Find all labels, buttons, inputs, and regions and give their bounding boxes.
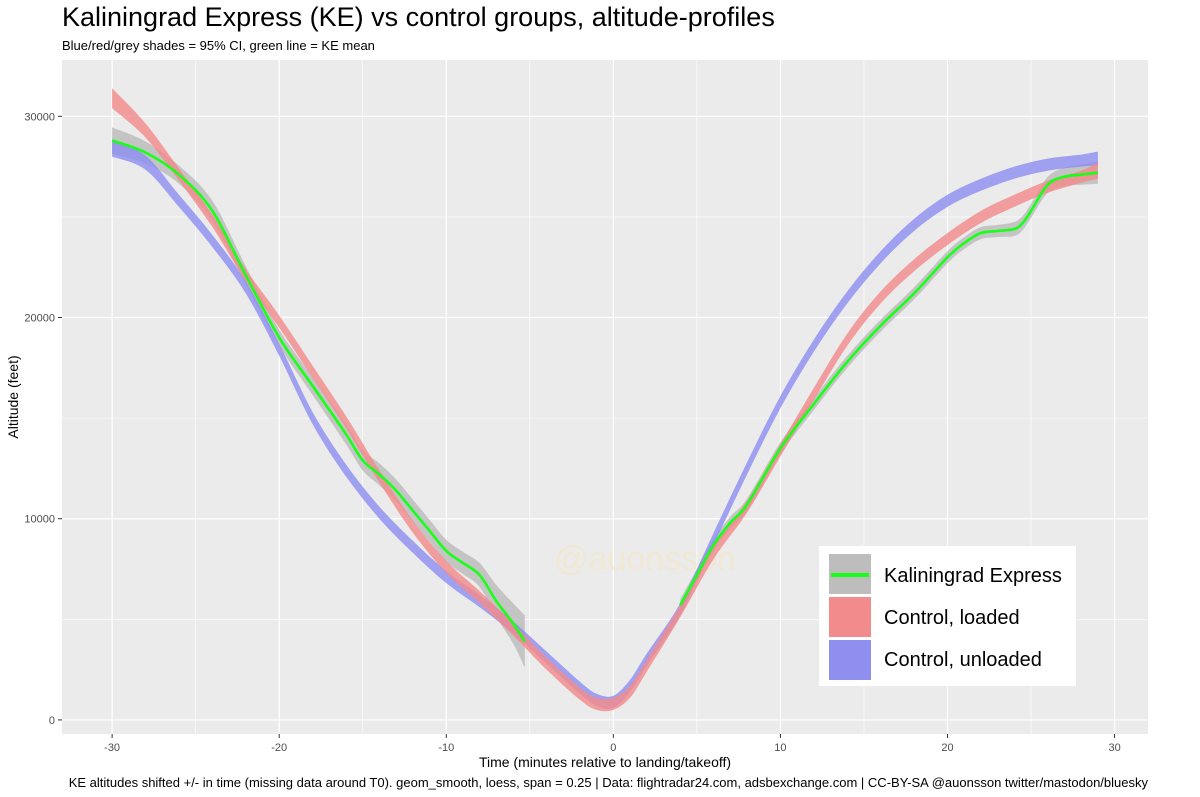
y-axis-label: Altitude (feet)	[5, 355, 21, 438]
x-axis-label: Time (minutes relative to landing/takeof…	[479, 754, 731, 770]
ke-ci-ribbon-1	[112, 127, 525, 668]
y-tick-label: 20000	[24, 313, 55, 325]
chart-title: Kaliningrad Express (KE) vs control grou…	[62, 2, 775, 32]
x-tick-label: 20	[941, 742, 953, 754]
gridlines	[62, 60, 1148, 734]
x-tick-label: 10	[774, 742, 786, 754]
ke-mean-line-1	[111, 139, 526, 643]
legend-label-loaded: Control, loaded	[884, 607, 1020, 629]
x-tick-label: 30	[1108, 742, 1120, 754]
y-axis-ticks: 0 10000 20000 30000	[24, 111, 62, 727]
chart-subtitle: Blue/red/grey shades = 95% CI, green lin…	[62, 38, 375, 53]
x-tick-label: -30	[104, 742, 120, 754]
y-tick-label: 0	[49, 715, 55, 727]
legend: Kaliningrad Express Control, loaded Cont…	[819, 546, 1076, 686]
y-tick-label: 30000	[24, 111, 55, 123]
legend-key-loaded	[829, 597, 871, 637]
x-tick-label: -20	[271, 742, 287, 754]
y-tick-label: 10000	[24, 514, 55, 526]
x-axis-ticks: -30 -20 -10 0 10 20 30	[104, 734, 1121, 754]
series-layer	[111, 88, 1099, 712]
x-tick-label: 0	[610, 742, 616, 754]
legend-key-unloaded	[829, 640, 871, 680]
legend-label-ke: Kaliningrad Express	[884, 565, 1062, 587]
legend-label-unloaded: Control, unloaded	[884, 649, 1042, 671]
x-tick-label: -10	[438, 742, 454, 754]
chart-caption: KE altitudes shifted +/- in time (missin…	[68, 775, 1148, 790]
ke-mean-line-2	[679, 171, 1099, 606]
